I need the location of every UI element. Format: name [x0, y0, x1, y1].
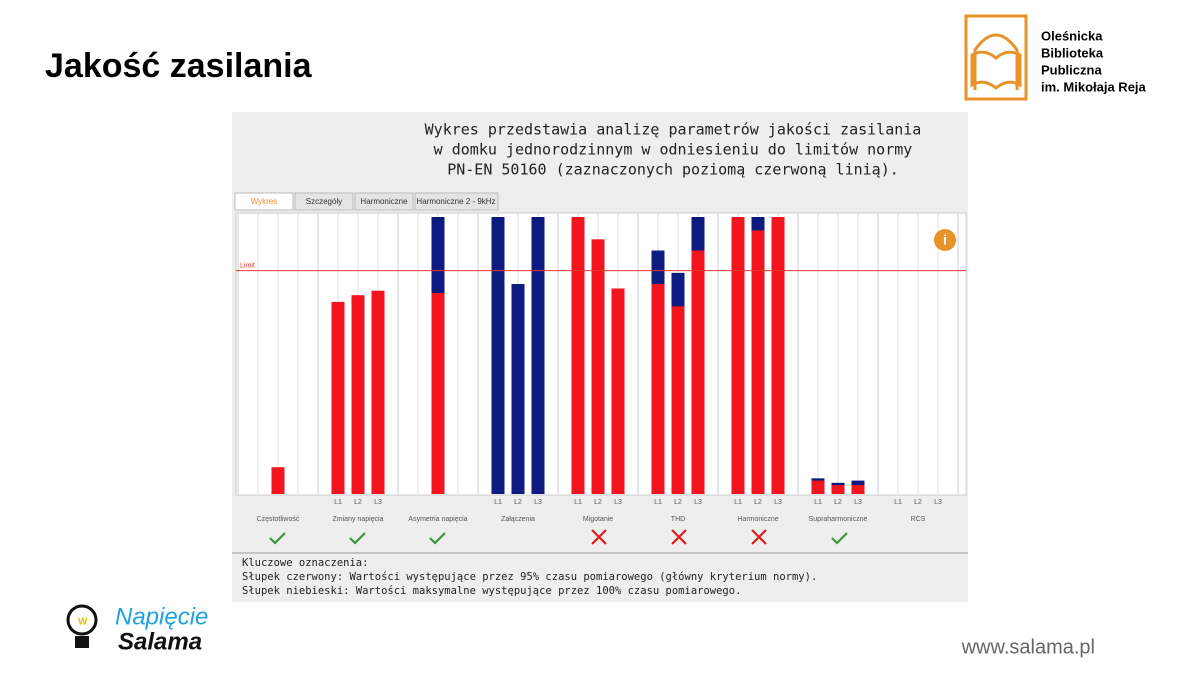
x-tick-label: L3: [934, 499, 942, 506]
bar: [431, 292, 445, 494]
group-label: Supraharmoniczne: [809, 516, 868, 523]
x-tick-label: L2: [754, 499, 762, 506]
org-line: Biblioteka: [1041, 45, 1104, 60]
x-tick-label: L1: [574, 499, 582, 506]
x-tick-label: L2: [514, 499, 522, 506]
bar: [371, 290, 385, 494]
description: Wykres przedstawia analizę parametrów ja…: [425, 121, 922, 139]
bar: [491, 217, 505, 494]
note: Słupek czerwony: Wartości występujące pr…: [242, 571, 817, 583]
info-icon[interactable]: [934, 229, 956, 251]
x-tick-label: L2: [914, 499, 922, 506]
bar: [851, 485, 865, 494]
bar: [571, 217, 585, 494]
url: www.salama.pl: [961, 636, 1095, 658]
info-icon-glyph: i: [943, 232, 947, 248]
x-tick-label: L2: [354, 499, 362, 506]
org-line: Oleśnicka: [1041, 28, 1103, 43]
x-tick-label: L3: [534, 499, 542, 506]
x-tick-label: L3: [694, 499, 702, 506]
bar: [771, 217, 785, 494]
group-label: THD: [671, 516, 685, 523]
bar: [271, 467, 285, 494]
tab[interactable]: Harmoniczne: [360, 197, 408, 206]
x-tick-label: L3: [614, 499, 622, 506]
bar: [731, 217, 745, 494]
bar: [351, 295, 365, 494]
bar: [511, 284, 525, 494]
x-tick-label: L1: [494, 499, 502, 506]
library-logo: [964, 14, 1028, 101]
group-label: Asymetria napięcia: [408, 516, 467, 523]
brand-logo: W: [66, 604, 98, 648]
x-tick-label: L2: [674, 499, 682, 506]
bar: [691, 250, 705, 494]
bar: [831, 485, 845, 494]
tab[interactable]: Harmoniczne 2 - 9kHz: [416, 197, 495, 206]
x-tick-label: L1: [734, 499, 742, 506]
x-tick-label: L3: [374, 499, 382, 506]
group-label: Migotanie: [583, 516, 613, 523]
x-tick-label: L3: [774, 499, 782, 506]
tab[interactable]: Szczegóły: [306, 197, 342, 206]
x-tick-label: L3: [854, 499, 862, 506]
group-label: Harmoniczne: [737, 516, 778, 523]
group-label: RCS: [911, 516, 926, 523]
note: Kluczowe oznaczenia:: [242, 557, 368, 569]
x-tick-label: L1: [814, 499, 822, 506]
limit-label: Limit: [240, 262, 255, 269]
bar: [531, 217, 545, 494]
bar: [811, 480, 825, 494]
description: w domku jednorodzinnym w odniesieniu do …: [434, 141, 913, 159]
org-line: Publiczna: [1041, 62, 1102, 77]
bar: [751, 230, 765, 494]
bar: [651, 284, 665, 494]
org-line: im. Mikołaja Reja: [1041, 79, 1147, 94]
bar: [611, 288, 625, 494]
brand: Salama: [118, 628, 202, 655]
tab[interactable]: Wykres: [251, 197, 278, 206]
x-tick-label: L1: [334, 499, 342, 506]
x-tick-label: L1: [654, 499, 662, 506]
group-label: Załączenia: [501, 516, 535, 523]
bar: [331, 301, 345, 494]
x-tick-label: L2: [834, 499, 842, 506]
note: Słupek niebieski: Wartości maksymalne wy…: [242, 585, 741, 597]
description: PN-EN 50160 (zaznaczonych poziomą czerwo…: [447, 161, 899, 179]
status-icons: [269, 529, 848, 545]
brand: Napięcie: [115, 603, 208, 630]
group-label: Zmiany napięcia: [333, 516, 384, 523]
slide-title: Jakość zasilania: [45, 47, 313, 85]
group-label: Częstotliwość: [257, 516, 300, 523]
svg-text:W: W: [78, 617, 88, 628]
bar: [591, 239, 605, 494]
x-tick-label: L1: [894, 499, 902, 506]
x-tick-label: L2: [594, 499, 602, 506]
bar: [671, 306, 685, 494]
